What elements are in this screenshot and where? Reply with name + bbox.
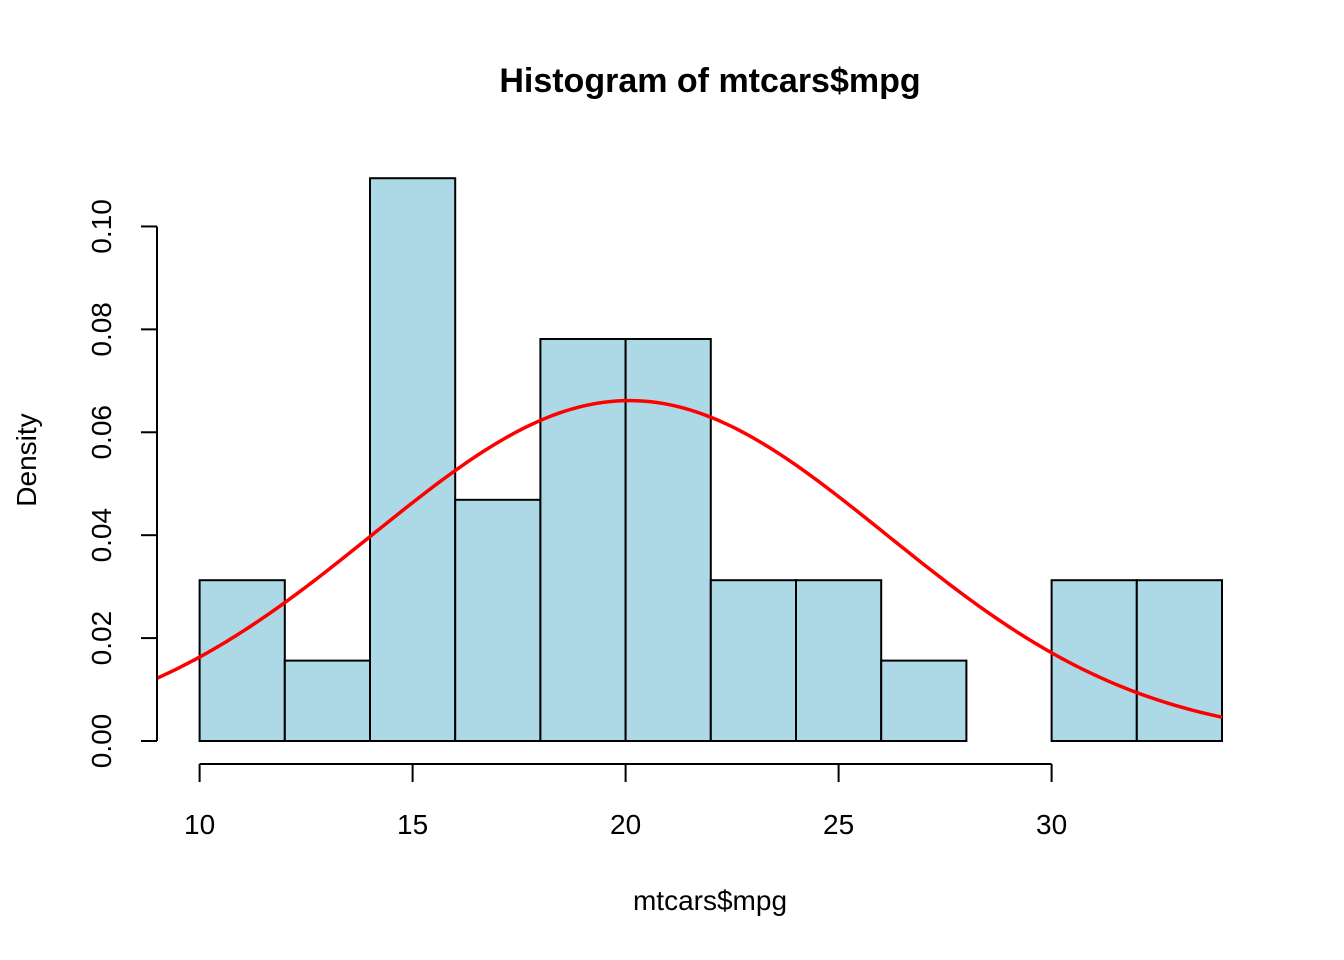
density-curve [156, 398, 1223, 719]
histogram-bar-14-16 [369, 177, 457, 743]
y-tick-label: 0.10 [86, 199, 117, 254]
y-axis-label: Density [11, 413, 42, 506]
x-tick-label: 25 [823, 809, 854, 840]
histogram-bar-16-18 [454, 498, 542, 742]
x-axis: 10 15 20 25 30 [184, 763, 1067, 840]
y-axis: 0.00 0.02 0.04 0.06 0.08 0.10 [86, 199, 158, 769]
y-tick-label: 0.08 [86, 302, 117, 357]
histogram-bar-26-28 [880, 659, 968, 743]
y-tick-label: 0.06 [86, 405, 117, 460]
y-tick-label: 0.00 [86, 714, 117, 769]
histogram-bar-22-24 [709, 579, 797, 742]
histogram-bar-24-26 [795, 579, 883, 742]
x-tick-label: 20 [610, 809, 641, 840]
x-axis-label: mtcars$mpg [633, 885, 787, 916]
chart-title: Histogram of mtcars$mpg [499, 62, 920, 100]
y-tick-label: 0.04 [86, 508, 117, 563]
histogram-bar-12-14 [283, 659, 371, 743]
x-tick-label: 30 [1036, 809, 1067, 840]
y-tick-label: 0.02 [86, 611, 117, 666]
histogram-bar-10-12 [198, 579, 286, 742]
x-tick-label: 10 [184, 809, 215, 840]
histogram-bar-32-34 [1135, 579, 1224, 742]
x-tick-label: 15 [397, 809, 428, 840]
histogram-bar-18-20 [539, 338, 627, 742]
bars-layer [198, 177, 1224, 743]
